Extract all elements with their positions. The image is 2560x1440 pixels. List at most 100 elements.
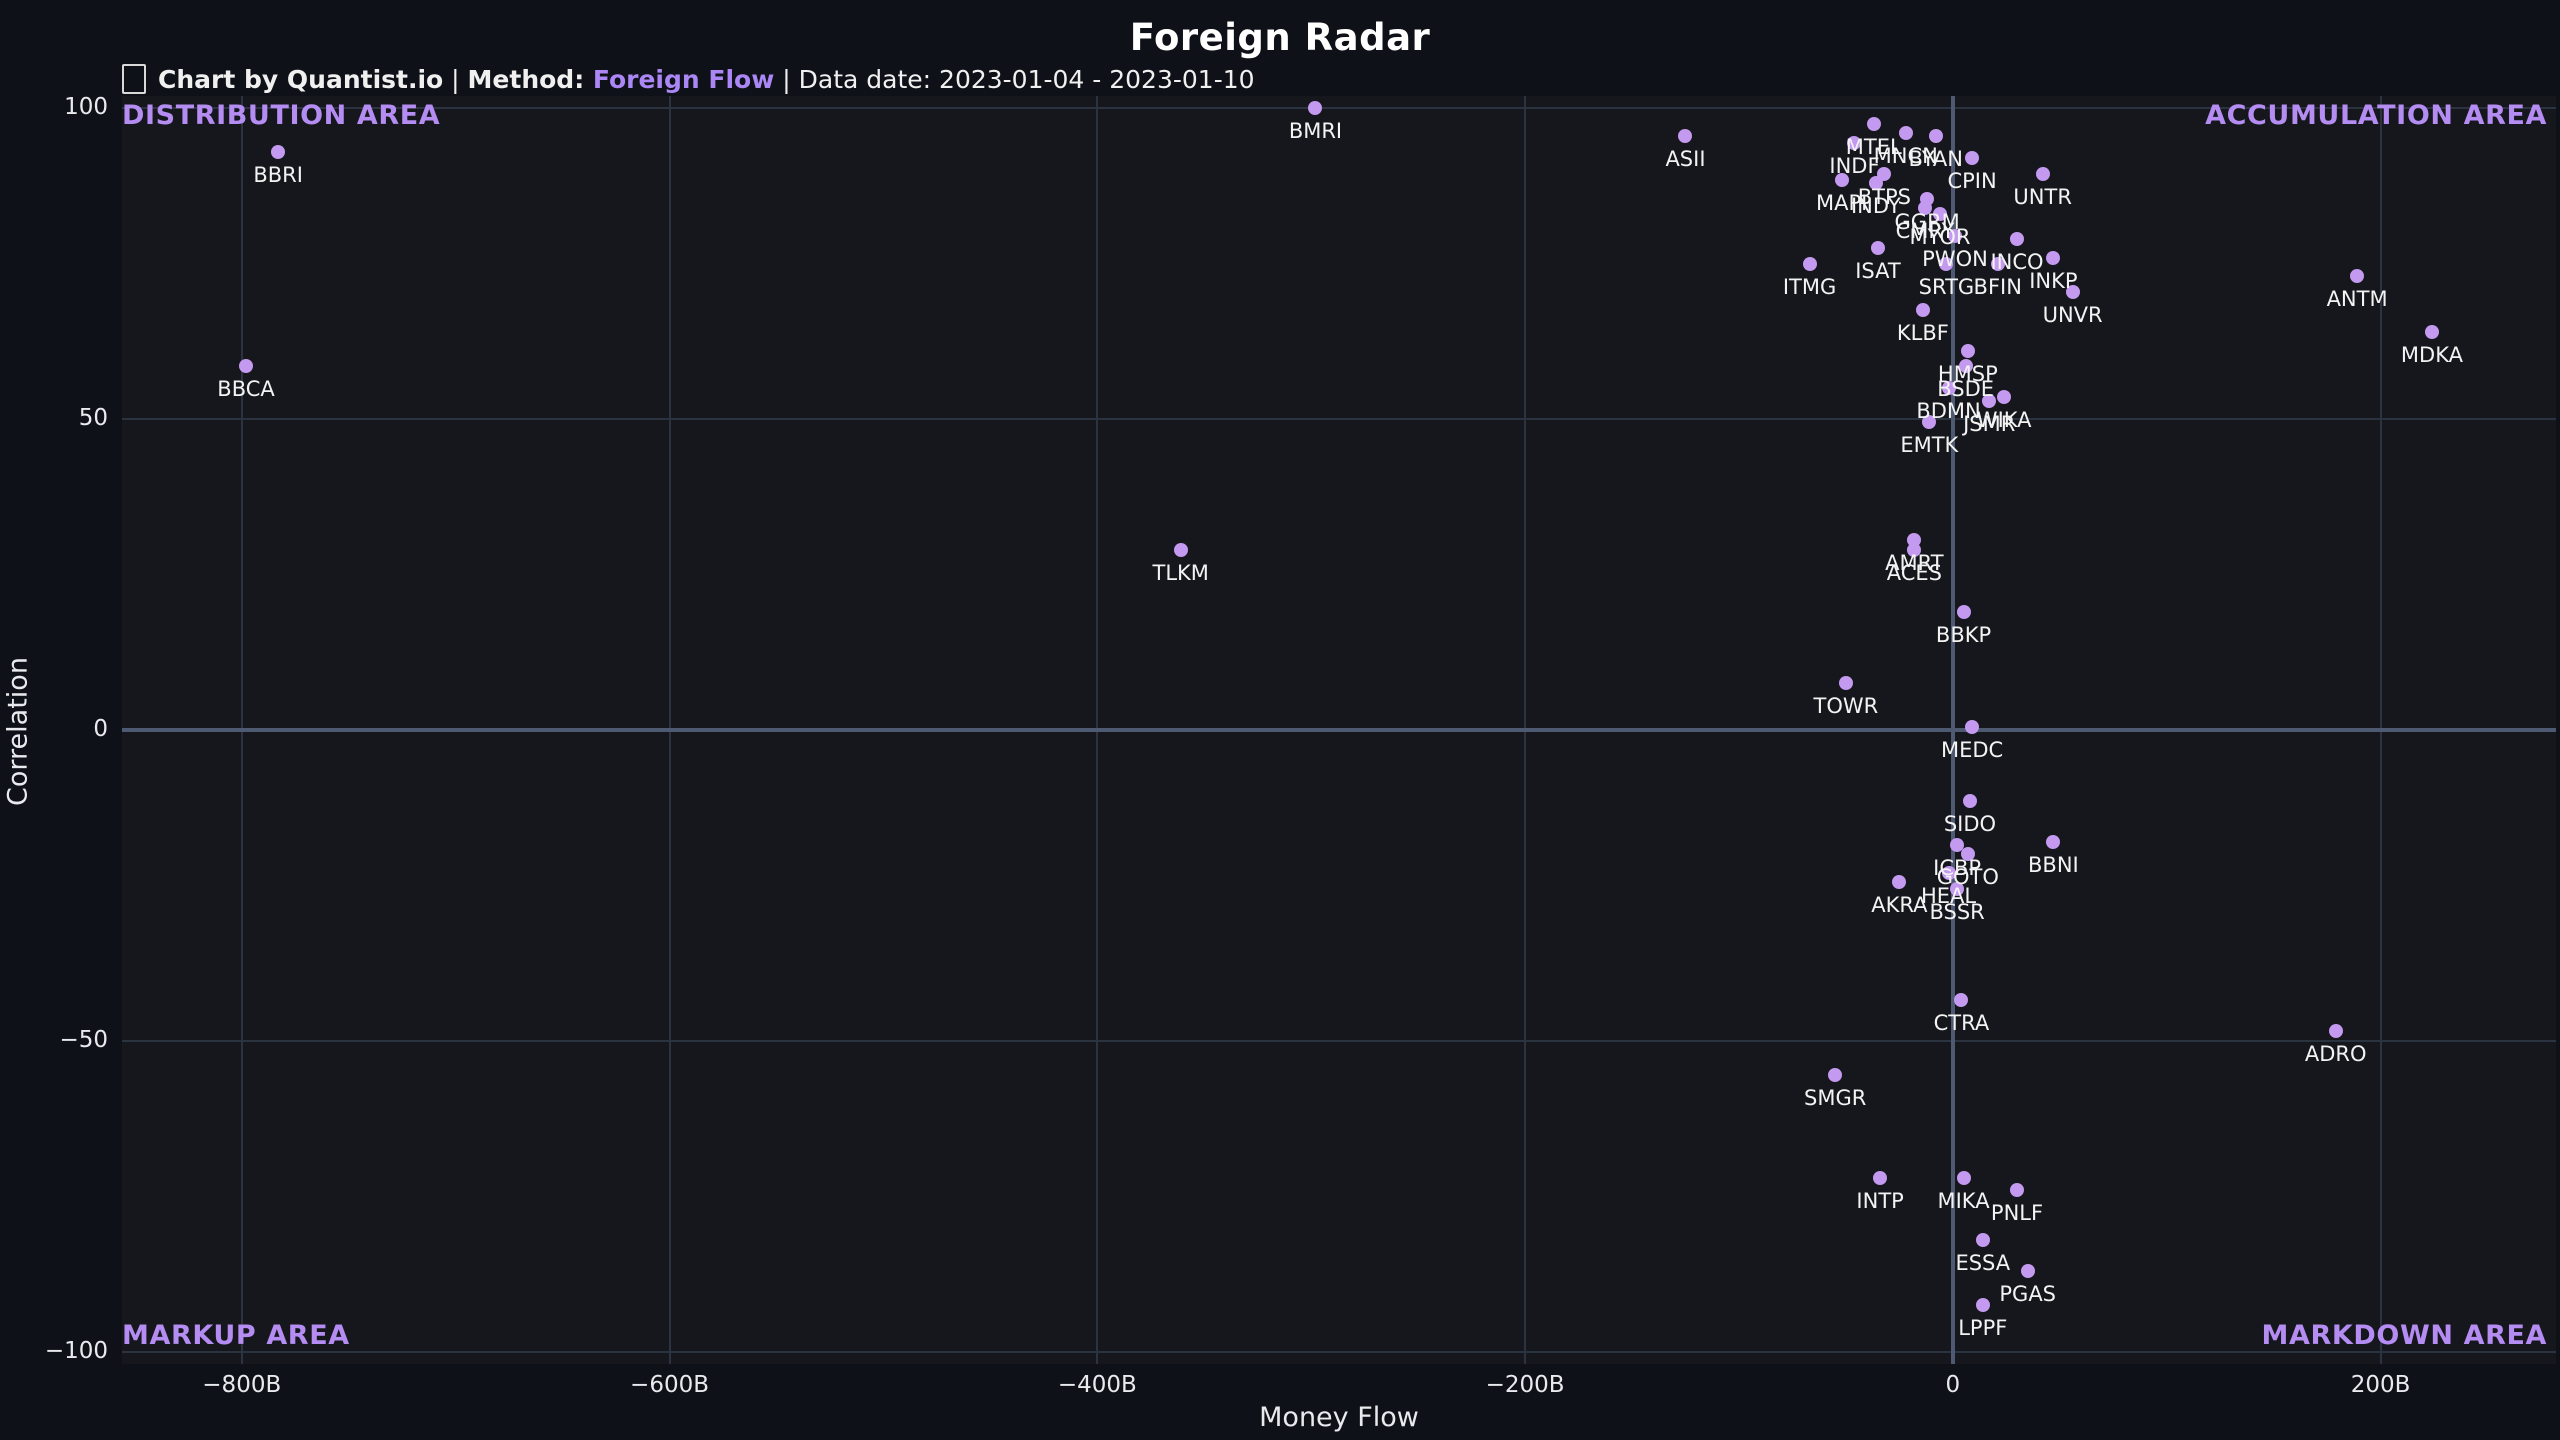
data-point-marker[interactable] [2328,1024,2343,1039]
data-point-marker[interactable] [1847,135,1862,150]
data-point-marker[interactable] [2046,250,2061,265]
data-point-marker[interactable] [2350,269,2365,284]
data-point-marker[interactable] [1954,993,1969,1008]
data-point-marker[interactable] [2035,166,2050,181]
data-point-label: GOTO [1936,865,1999,890]
quadrant-label-markdown: MARKDOWN AREA [2261,1320,2547,1351]
data-point-marker[interactable] [1678,129,1693,144]
subtitle-method-value: Foreign Flow [592,64,775,94]
y-tick-label: −50 [59,1026,108,1053]
data-point-marker[interactable] [2010,1182,2024,1197]
data-point-label: INDY [1850,194,1901,219]
data-point-marker[interactable] [1918,200,1933,215]
data-point-marker[interactable] [1960,343,1975,358]
gridline-horizontal [122,418,2556,421]
data-point-label: JSMR [1963,411,2016,436]
data-point-marker[interactable] [239,359,254,374]
data-point-label: SRTG [1918,274,1975,299]
data-point-marker[interactable] [1962,794,1977,809]
data-point-marker[interactable] [2065,284,2080,299]
data-point-marker[interactable] [1956,1170,1971,1185]
quadrant-label-distribution: DISTRIBUTION AREA [122,100,441,131]
data-point-label: ICBP [1933,855,1982,880]
data-point-marker[interactable] [1947,228,1962,243]
data-point-marker[interactable] [1990,256,2005,271]
data-point-marker[interactable] [2046,834,2061,849]
data-point-marker[interactable] [1965,719,1980,734]
data-point-marker[interactable] [1838,676,1853,691]
data-point-label: ADRO [2304,1042,2367,1067]
data-point-label: ESSA [1955,1250,2011,1275]
data-point-label: PNLF [1990,1200,2044,1225]
gridline-horizontal [122,1039,2556,1042]
data-point-marker[interactable] [1960,847,1975,862]
data-point-label: TLKM [1152,560,1209,585]
data-point-label: MDKA [2400,343,2463,368]
zeroline-y [122,728,2556,732]
data-point-marker[interactable] [1873,1170,1888,1185]
data-point-label: PWON [1922,246,1988,271]
data-point-label: ACES [1886,560,1942,585]
data-point-marker[interactable] [1866,116,1881,131]
data-point-label: INCO [1990,249,2044,274]
data-point-label: BFIN [1973,274,2022,299]
data-point-label: BYAN [1908,147,1963,172]
data-point-marker[interactable] [1907,542,1922,557]
x-tick-label: 0 [1945,1372,1961,1398]
data-point-marker[interactable] [1928,129,1943,144]
data-point-label: UNTR [2013,184,2072,209]
data-point-label: BMRI [1288,119,1343,144]
subtitle-separator: | [774,64,799,94]
data-point-marker[interactable] [1933,207,1947,222]
data-point-marker[interactable] [1958,359,1973,374]
data-point-label: BSSR [1929,899,1985,924]
data-point-marker[interactable] [2020,1263,2035,1278]
subtitle-date: Data date: 2023-01-04 - 2023-01-10 [798,64,1255,94]
data-point-label: INKP [2029,268,2078,293]
chart-subtitle: Chart by Quantist.io | Method: Foreign F… [122,64,1255,94]
data-point-label: WIKA [1976,408,2032,433]
y-tick-label: −100 [44,1337,108,1364]
data-point-marker[interactable] [2010,231,2024,246]
data-point-marker[interactable] [1173,542,1188,557]
data-point-label: KLBF [1896,321,1949,346]
data-point-marker[interactable] [1975,1232,1990,1247]
data-point-marker[interactable] [1939,256,1954,271]
data-point-marker[interactable] [1892,875,1907,890]
data-point-marker[interactable] [1308,101,1323,116]
data-point-marker[interactable] [1975,1297,1990,1312]
data-point-label: BSDE [1937,377,1995,402]
data-point-label: CTRA [1933,1011,1990,1036]
data-point-label: MAPI [1815,190,1868,215]
data-point-label: INTP [1856,1188,1904,1213]
data-point-marker[interactable] [1870,241,1885,256]
data-point-marker[interactable] [1834,172,1849,187]
y-tick-label: 50 [78,405,108,432]
data-point-marker[interactable] [2424,325,2439,340]
data-point-marker[interactable] [1922,415,1937,430]
data-point-marker[interactable] [1950,881,1965,896]
data-point-label: AKRA [1871,893,1928,918]
data-point-label: LPPF [1958,1315,2008,1340]
data-point-marker[interactable] [1828,1067,1843,1082]
data-point-label: SIDO [1943,812,1997,837]
data-point-marker[interactable] [1982,393,1997,408]
data-point-marker[interactable] [1941,381,1956,396]
data-point-marker[interactable] [271,144,286,159]
data-point-marker[interactable] [1965,151,1980,166]
data-point-label: GGRM [1894,209,1960,234]
data-point-marker[interactable] [1898,126,1913,141]
data-point-marker[interactable] [1997,390,2012,405]
subtitle-credit: Chart by Quantist.io [158,64,444,94]
y-tick-label: 0 [93,716,108,742]
data-point-marker[interactable] [1941,865,1956,880]
data-point-marker[interactable] [1802,256,1817,271]
data-point-marker[interactable] [1950,837,1965,852]
data-point-label: ISAT [1855,259,1901,284]
data-point-marker[interactable] [1868,176,1883,191]
x-tick-label: −400B [1057,1372,1137,1398]
data-point-label: INDF [1829,153,1880,178]
data-point-marker[interactable] [1956,604,1971,619]
data-point-label: TOWR [1813,694,1879,719]
data-point-marker[interactable] [1915,303,1930,318]
